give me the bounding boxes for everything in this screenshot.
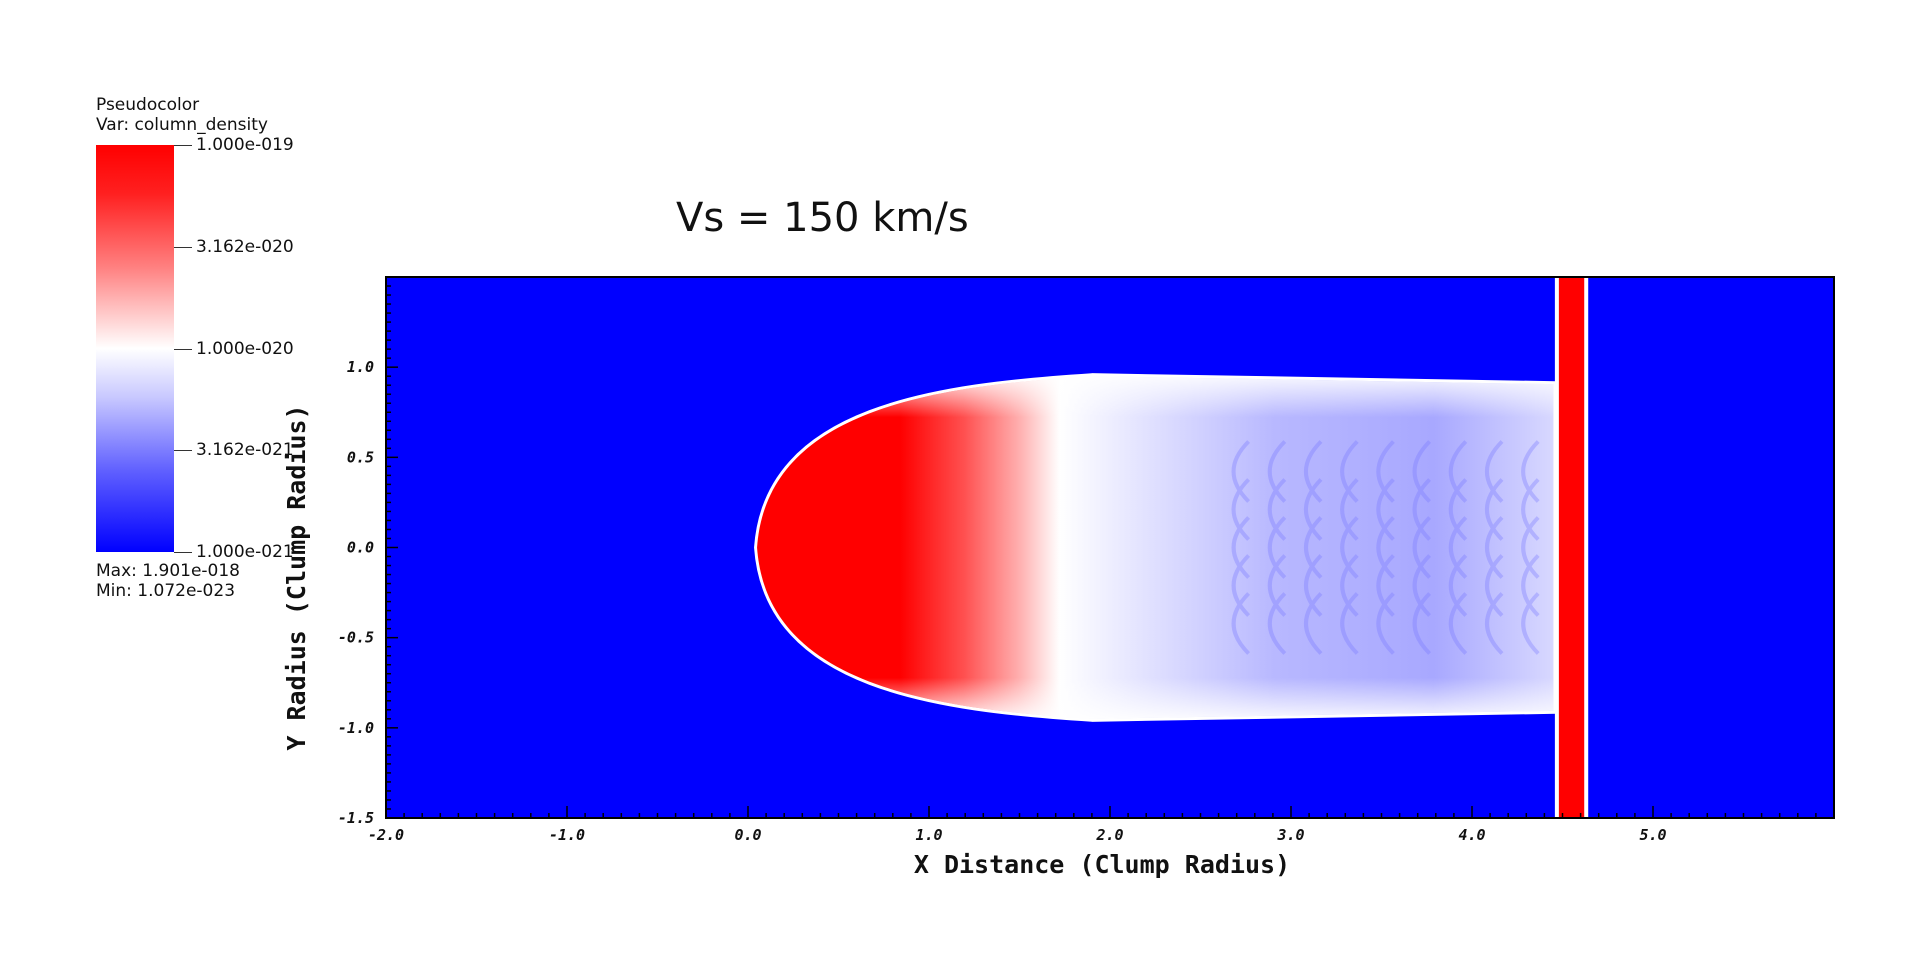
clump-edge [757,376,1554,719]
colorbar-tick [174,246,192,248]
x-tick-label: 0.0 [734,826,761,844]
colorbar-tick-label: 1.000e-019 [196,135,294,155]
x-tick-label: -2.0 [368,826,404,844]
colorbar-tick-label: 1.000e-021 [196,542,294,562]
colorbar [96,145,174,552]
colorbar-tick [174,348,192,350]
y-tick-label: 0.5 [347,448,374,466]
colorbar-tick [174,450,192,452]
tail-striations [1231,440,1540,655]
x-tick-label: 5.0 [1639,826,1666,844]
y-tick-label: -0.5 [338,629,374,647]
colorbar-tick-label: 1.000e-020 [196,338,294,359]
y-tick-label: -1.5 [338,809,374,827]
plot-title: Vs = 150 km/s [676,195,969,241]
x-tick-label: 3.0 [1276,826,1304,844]
heatmap [386,277,1834,818]
y-axis-title: Y Radius (Clump Radius) [282,404,311,750]
colorbar-tick-label: 3.162e-021 [196,440,294,461]
y-axis: -1.5 -1.0 -0.5 0.0 0.5 1.0 [338,276,398,827]
legend-variable: Var: column_density [96,115,268,135]
x-axis: -2.0 -1.0 0.0 1.0 2.0 3.0 4.0 5.0 [368,806,1835,844]
legend-title: Pseudocolor [96,95,200,115]
x-axis-title: X Distance (Clump Radius) [914,850,1290,879]
x-tick-label: 1.0 [915,826,942,844]
legend-min: Min: 1.072e-023 [96,581,236,601]
shock-front [1558,277,1585,818]
x-tick-label: 4.0 [1458,826,1485,844]
x-tick-label: 2.0 [1095,826,1123,844]
colorbar-tick-label: 3.162e-020 [196,236,294,257]
legend-max: Max: 1.901e-018 [96,561,240,581]
y-tick-label: 0.0 [347,539,374,557]
colorbar-tick [174,552,192,553]
y-tick-label: -1.0 [338,719,374,737]
colorbar-tick [174,145,192,146]
x-tick-label: -1.0 [549,826,585,844]
y-tick-label: 1.0 [347,358,374,376]
